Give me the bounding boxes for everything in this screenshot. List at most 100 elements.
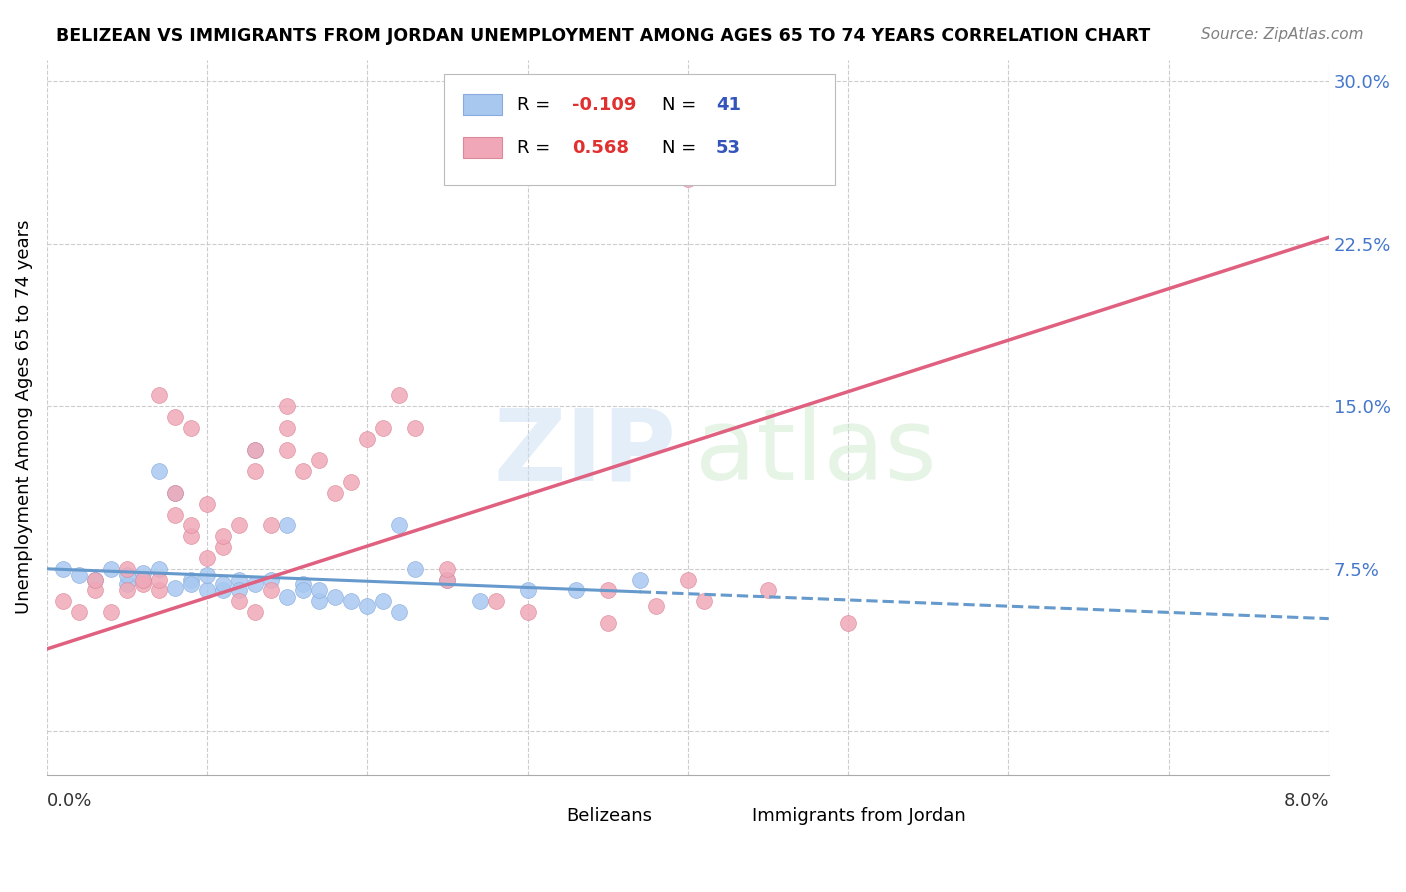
Point xyxy=(276,421,298,435)
Point xyxy=(644,599,666,613)
Point xyxy=(276,518,298,533)
Point xyxy=(115,583,138,598)
Point xyxy=(165,508,187,522)
Point xyxy=(292,464,315,478)
Text: 8.0%: 8.0% xyxy=(1284,792,1329,810)
Point xyxy=(148,573,170,587)
Point xyxy=(260,583,283,598)
Point xyxy=(484,594,506,608)
Point xyxy=(260,518,283,533)
Point xyxy=(693,594,716,608)
Point xyxy=(292,577,315,591)
Point xyxy=(323,590,346,604)
Text: Belizeans: Belizeans xyxy=(567,807,652,825)
Point xyxy=(356,599,378,613)
Point xyxy=(132,573,155,587)
Point xyxy=(404,421,426,435)
Text: N =: N = xyxy=(662,95,702,113)
Point xyxy=(276,442,298,457)
Point xyxy=(212,529,235,543)
Point xyxy=(115,577,138,591)
Y-axis label: Unemployment Among Ages 65 to 74 years: Unemployment Among Ages 65 to 74 years xyxy=(15,219,32,615)
Point xyxy=(245,464,267,478)
Point xyxy=(516,605,538,619)
FancyBboxPatch shape xyxy=(464,94,502,115)
Point xyxy=(195,568,218,582)
Point xyxy=(84,583,107,598)
Text: BELIZEAN VS IMMIGRANTS FROM JORDAN UNEMPLOYMENT AMONG AGES 65 TO 74 YEARS CORREL: BELIZEAN VS IMMIGRANTS FROM JORDAN UNEMP… xyxy=(56,27,1150,45)
Point xyxy=(596,583,619,598)
Point xyxy=(373,421,395,435)
Point xyxy=(323,486,346,500)
Point xyxy=(195,583,218,598)
Point xyxy=(180,518,202,533)
FancyBboxPatch shape xyxy=(444,74,835,185)
Point xyxy=(245,442,267,457)
Point xyxy=(67,568,90,582)
Point xyxy=(228,573,250,587)
Point xyxy=(195,551,218,566)
Point xyxy=(84,573,107,587)
Text: 53: 53 xyxy=(716,138,741,157)
Point xyxy=(52,594,75,608)
Point xyxy=(67,605,90,619)
Point xyxy=(388,388,411,402)
Point xyxy=(180,577,202,591)
Point xyxy=(115,568,138,582)
Point xyxy=(148,562,170,576)
Point xyxy=(245,442,267,457)
Point xyxy=(356,432,378,446)
Point xyxy=(180,529,202,543)
Text: N =: N = xyxy=(662,138,702,157)
Text: -0.109: -0.109 xyxy=(572,95,637,113)
Text: 41: 41 xyxy=(716,95,741,113)
Point xyxy=(388,605,411,619)
Point xyxy=(165,486,187,500)
Point xyxy=(212,577,235,591)
Point xyxy=(100,605,122,619)
FancyBboxPatch shape xyxy=(707,807,742,825)
Point xyxy=(212,540,235,554)
Point xyxy=(180,573,202,587)
Point xyxy=(245,577,267,591)
FancyBboxPatch shape xyxy=(464,136,502,158)
Point xyxy=(468,594,491,608)
Point xyxy=(228,518,250,533)
Point xyxy=(84,573,107,587)
Point xyxy=(165,582,187,596)
Text: R =: R = xyxy=(517,138,557,157)
Point xyxy=(148,388,170,402)
Point xyxy=(165,410,187,425)
Point xyxy=(165,486,187,500)
Point xyxy=(373,594,395,608)
Point xyxy=(52,562,75,576)
Point xyxy=(308,583,330,598)
Point xyxy=(308,453,330,467)
Point xyxy=(436,573,458,587)
Point xyxy=(132,577,155,591)
Point xyxy=(132,566,155,581)
Point xyxy=(516,583,538,598)
Point xyxy=(180,421,202,435)
Point xyxy=(132,573,155,587)
Point xyxy=(228,594,250,608)
Point xyxy=(212,583,235,598)
Point xyxy=(148,583,170,598)
Point xyxy=(564,583,586,598)
Point xyxy=(245,605,267,619)
Point xyxy=(436,573,458,587)
Point xyxy=(276,399,298,413)
Text: Immigrants from Jordan: Immigrants from Jordan xyxy=(752,807,966,825)
Point xyxy=(676,573,699,587)
Text: Source: ZipAtlas.com: Source: ZipAtlas.com xyxy=(1201,27,1364,42)
Point xyxy=(308,594,330,608)
Point xyxy=(404,562,426,576)
Point xyxy=(340,594,363,608)
FancyBboxPatch shape xyxy=(522,807,557,825)
Text: 0.0%: 0.0% xyxy=(46,792,93,810)
Point xyxy=(276,590,298,604)
Text: 0.568: 0.568 xyxy=(572,138,630,157)
Point xyxy=(148,464,170,478)
Point xyxy=(195,497,218,511)
Point xyxy=(228,583,250,598)
